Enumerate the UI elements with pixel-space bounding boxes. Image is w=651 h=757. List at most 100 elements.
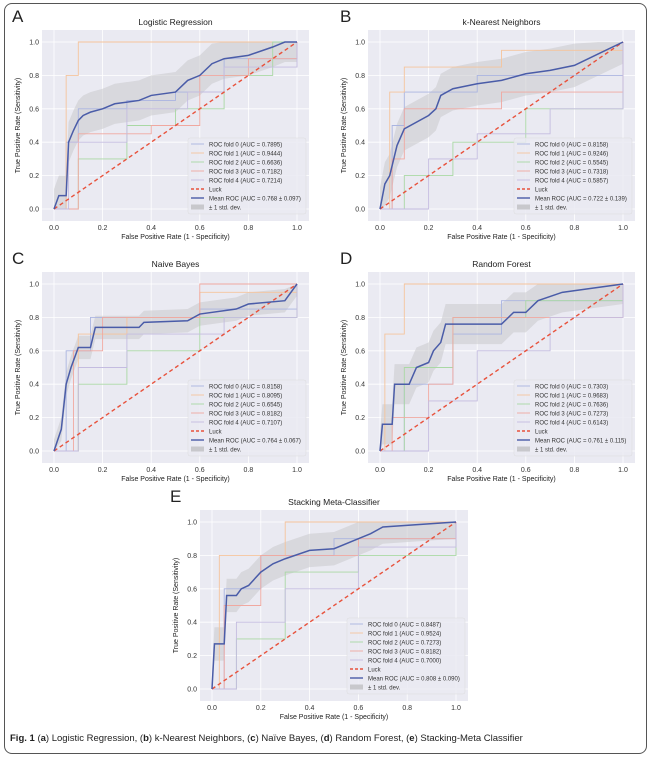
legend-label: ROC fold 2 (AUC = 0.7273) xyxy=(368,641,441,647)
y-tick-label: 0.0 xyxy=(355,449,365,456)
legend-label: ROC fold 4 (AUC = 0.7000) xyxy=(368,659,441,665)
y-tick-label: 1.0 xyxy=(29,282,39,289)
x-tick-label: 1.0 xyxy=(292,467,302,474)
std-band xyxy=(380,42,623,209)
legend-label: ± 1 std. dev. xyxy=(535,206,568,212)
legend-label: ROC fold 1 (AUC = 0.9524) xyxy=(368,632,441,638)
chart-panel-b: B 0.0 0.0 0.2 0.2 0.4 0.4 0.6 0.6 0.8 0.8 1.0 1.0 k-N… xyxy=(340,7,635,241)
legend-label: Luck xyxy=(209,430,223,436)
legend-label: ROC fold 3 (AUC = 0.7273) xyxy=(535,412,608,418)
legend-label: ROC fold 0 (AUC = 0.7895) xyxy=(209,143,282,149)
x-axis-label: False Positive Rate (1 - Specificity) xyxy=(121,476,230,483)
legend-box xyxy=(187,137,307,215)
roc-fold-3-line xyxy=(380,42,624,210)
legend-label: ROC fold 4 (AUC = 0.7107) xyxy=(209,421,282,427)
caption-fig-label: Fig. 1 xyxy=(10,733,35,744)
mean-roc-line xyxy=(379,41,624,210)
y-tick-label: 0.6 xyxy=(187,586,197,593)
y-tick-label: 0.6 xyxy=(29,348,39,355)
legend-label: Mean ROC (AUC = 0.808 ± 0.090) xyxy=(368,677,460,683)
chart-panel-e: E 0.0 0.0 0.2 0.2 0.4 0.4 0.6 0.6 0.8 0.8 1.0 1.0 Sta… xyxy=(170,487,468,721)
caption-part: (c) Naïve Bayes, xyxy=(244,733,318,744)
mean-roc-line xyxy=(53,41,297,210)
legend-swatch xyxy=(517,204,530,210)
x-tick-label: 0.8 xyxy=(244,467,254,474)
x-axis-label: False Positive Rate (1 - Specificity) xyxy=(447,476,556,483)
luck-line xyxy=(53,283,298,452)
x-tick-label: 0.8 xyxy=(570,467,580,474)
y-tick-label: 1.0 xyxy=(187,520,197,527)
chart-title: Logistic Regression xyxy=(138,17,212,27)
roc-fold-4-line xyxy=(380,284,624,452)
y-tick-label: 0.0 xyxy=(29,449,39,456)
y-axis-label: True Positive Rate (Sensitivity) xyxy=(341,320,348,415)
legend-label: ROC fold 4 (AUC = 0.7214) xyxy=(209,179,282,185)
legend-label: Mean ROC (AUC = 0.768 ± 0.097) xyxy=(209,197,301,203)
luck-line xyxy=(379,41,624,210)
std-band xyxy=(54,284,297,451)
legend-label: Mean ROC (AUC = 0.761 ± 0.115) xyxy=(535,439,626,445)
roc-fold-3-line xyxy=(54,42,298,210)
y-axis-label: True Positive Rate (Sensitivity) xyxy=(173,558,180,653)
legend-label: Luck xyxy=(535,430,549,436)
chart-title: Stacking Meta-Classifier xyxy=(288,497,380,507)
chart-title: Random Forest xyxy=(472,259,531,269)
legend-swatch xyxy=(350,684,363,690)
x-tick-label: 0.8 xyxy=(402,705,412,712)
roc-fold-3-line xyxy=(54,283,297,452)
roc-fold-4-line xyxy=(54,284,298,452)
y-tick-label: 0.8 xyxy=(29,73,39,80)
legend-label: ROC fold 2 (AUC = 0.6545) xyxy=(209,403,282,409)
legend-label: ROC fold 3 (AUC = 0.8182) xyxy=(209,412,282,418)
x-tick-label: 0.6 xyxy=(521,467,531,474)
y-tick-label: 0.0 xyxy=(29,207,39,214)
panel-letter: E xyxy=(170,487,181,506)
legend-label: Luck xyxy=(535,188,549,194)
x-tick-label: 1.0 xyxy=(292,225,302,232)
std-band xyxy=(54,42,297,209)
legend-label: ROC fold 0 (AUC = 0.8487) xyxy=(368,623,441,629)
x-tick-label: 0.2 xyxy=(98,467,108,474)
legend: ROC fold 0 (AUC = 0.8158) ROC fold 1 (AUC… xyxy=(513,137,633,215)
y-axis-label: True Positive Rate (Sensitivity) xyxy=(15,320,22,415)
y-tick-label: 0.2 xyxy=(187,653,197,660)
x-tick-label: 0.0 xyxy=(375,467,385,474)
x-tick-label: 0.4 xyxy=(305,705,315,712)
x-tick-label: 0.6 xyxy=(354,705,364,712)
legend-label: ROC fold 0 (AUC = 0.8158) xyxy=(535,143,608,149)
legend-label: ROC fold 1 (AUC = 0.9683) xyxy=(535,394,608,400)
x-tick-label: 0.0 xyxy=(49,467,59,474)
y-tick-label: 1.0 xyxy=(29,40,39,47)
x-tick-label: 0.6 xyxy=(195,225,205,232)
y-tick-label: 0.8 xyxy=(355,315,365,322)
roc-fold-4-line xyxy=(54,42,298,210)
luck-line xyxy=(379,283,624,452)
caption-part: (b) k-Nearest Neighbors, xyxy=(137,733,245,744)
chart-title: Naive Bayes xyxy=(152,259,200,269)
chart-panel-d: D 0.0 0.0 0.2 0.2 0.4 0.4 0.6 0.6 0.8 0.8 1.0 1.0 Ran… xyxy=(340,249,635,483)
x-tick-label: 0.2 xyxy=(424,225,434,232)
y-tick-label: 0.2 xyxy=(29,415,39,422)
x-tick-label: 0.0 xyxy=(207,705,217,712)
mean-roc-line xyxy=(211,521,457,690)
legend-label: Luck xyxy=(209,188,223,194)
y-tick-label: 0.6 xyxy=(355,106,365,113)
legend-label: Luck xyxy=(368,668,382,674)
y-tick-label: 0.4 xyxy=(355,140,365,147)
caption-part: (d) Random Forest, xyxy=(317,733,404,744)
legend-label: ROC fold 4 (AUC = 0.5857) xyxy=(535,179,608,185)
legend-label: ROC fold 2 (AUC = 0.6636) xyxy=(209,161,282,167)
x-tick-label: 0.8 xyxy=(570,225,580,232)
luck-line xyxy=(53,41,298,210)
x-tick-label: 1.0 xyxy=(618,225,628,232)
x-tick-label: 0.4 xyxy=(146,225,156,232)
legend-label: ROC fold 2 (AUC = 0.5545) xyxy=(535,161,608,167)
legend-label: ROC fold 0 (AUC = 0.7303) xyxy=(535,385,608,391)
legend-label: Mean ROC (AUC = 0.722 ± 0.139) xyxy=(535,197,627,203)
panel-letter: C xyxy=(12,249,24,268)
y-tick-label: 0.4 xyxy=(29,382,39,389)
legend-label: ROC fold 1 (AUC = 0.9246) xyxy=(535,152,608,158)
chart-title: k-Nearest Neighbors xyxy=(463,17,541,27)
x-tick-label: 0.4 xyxy=(146,467,156,474)
